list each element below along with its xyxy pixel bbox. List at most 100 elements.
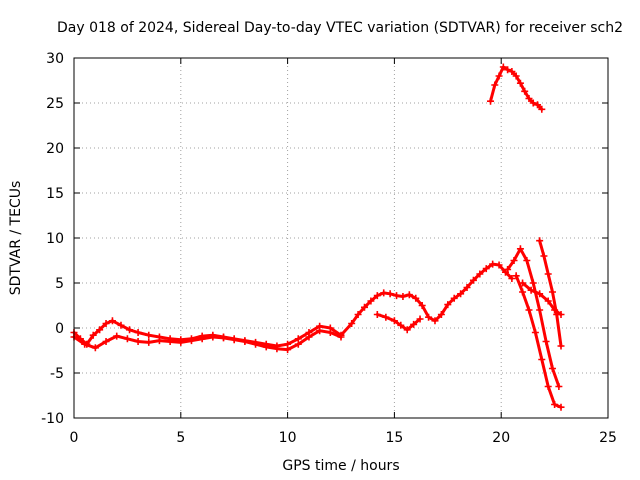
data-point: [504, 66, 512, 74]
data-point: [536, 290, 544, 298]
data-point: [437, 311, 445, 318]
data-point: [337, 333, 345, 341]
data-point: [209, 333, 217, 341]
data-point: [393, 292, 401, 300]
series-late-branch-a: [504, 245, 563, 390]
data-point: [155, 337, 163, 345]
data-point: [367, 297, 375, 305]
data-point: [491, 81, 499, 89]
data-point: [521, 87, 529, 95]
data-point: [360, 303, 368, 311]
grid: [74, 58, 608, 418]
data-point: [504, 266, 512, 273]
data-point: [316, 327, 324, 335]
data-point: [123, 335, 131, 343]
data-point: [463, 284, 471, 291]
y-axis-label: SDTVAR / TECUs: [8, 181, 24, 296]
data-series: [70, 63, 565, 411]
x-tick-label: 20: [492, 430, 510, 446]
data-point: [538, 356, 546, 363]
data-point: [284, 346, 292, 354]
data-point: [538, 105, 546, 113]
series-upper-arc: [487, 63, 546, 113]
data-point: [482, 265, 490, 273]
data-point: [536, 237, 544, 245]
series-mid-dip: [373, 311, 424, 334]
data-point: [544, 297, 552, 305]
x-tick-label: 10: [279, 430, 297, 446]
data-point: [416, 315, 424, 323]
data-point: [529, 99, 537, 107]
data-point: [540, 252, 548, 260]
data-point: [380, 289, 388, 297]
y-tick-label: 25: [46, 96, 64, 112]
data-point: [555, 383, 563, 390]
data-point: [373, 292, 381, 300]
data-point: [145, 331, 153, 339]
data-point: [508, 68, 516, 75]
data-point: [508, 275, 516, 282]
data-point: [252, 340, 260, 348]
data-point: [117, 321, 125, 329]
data-point: [557, 311, 565, 318]
data-point: [354, 311, 362, 318]
data-point: [134, 338, 142, 345]
series-line-late-branch-a: [506, 247, 561, 388]
data-point: [326, 329, 334, 336]
axis-ticks: 0 5 10 15 20 25 -10 -5 0 5 10 15 20 25 30: [41, 51, 617, 446]
series-lower-band: [70, 327, 345, 354]
data-point: [534, 101, 542, 109]
x-tick-label: 25: [599, 430, 617, 446]
data-point: [510, 257, 518, 264]
y-tick-label: 20: [46, 141, 64, 157]
data-point: [557, 403, 565, 411]
series-late-branch-c: [512, 272, 565, 411]
data-point: [134, 329, 142, 336]
data-point: [294, 340, 302, 348]
data-point: [425, 313, 433, 321]
data-point: [544, 270, 552, 278]
data-point: [410, 320, 418, 328]
data-point: [551, 306, 559, 314]
data-point: [405, 291, 413, 299]
y-tick-label: 0: [55, 321, 64, 337]
data-point: [108, 317, 116, 325]
data-point: [476, 270, 484, 278]
data-point: [544, 383, 552, 390]
data-point: [531, 329, 539, 336]
data-point: [273, 345, 281, 353]
data-point: [495, 261, 503, 269]
chart-title: Day 018 of 2024, Sidereal Day-to-day VTE…: [57, 20, 623, 36]
data-point: [525, 95, 533, 102]
data-point: [166, 338, 174, 345]
data-point: [91, 344, 99, 352]
data-point: [516, 79, 524, 87]
data-point: [89, 331, 97, 339]
x-tick-label: 5: [176, 430, 185, 446]
data-point: [96, 326, 104, 334]
data-point: [519, 288, 527, 296]
y-tick-label: 30: [46, 51, 64, 67]
data-point: [542, 338, 550, 345]
series-line-lower-band: [72, 329, 343, 352]
data-point: [102, 320, 110, 327]
data-point: [418, 302, 426, 309]
data-point: [444, 301, 452, 309]
data-point: [499, 63, 507, 71]
data-point: [519, 279, 527, 287]
data-point: [557, 342, 565, 350]
data-point: [113, 332, 121, 340]
data-point: [548, 288, 556, 296]
data-point: [187, 337, 195, 345]
x-tick-label: 15: [385, 430, 403, 446]
data-point: [495, 72, 503, 80]
data-point: [126, 326, 134, 334]
data-point: [403, 326, 411, 334]
y-tick-label: -10: [41, 411, 64, 427]
data-point: [529, 279, 537, 287]
data-point: [262, 343, 270, 351]
y-tick-label: 5: [55, 276, 64, 292]
data-point: [523, 257, 531, 264]
data-point: [198, 335, 206, 343]
data-point: [220, 334, 228, 342]
